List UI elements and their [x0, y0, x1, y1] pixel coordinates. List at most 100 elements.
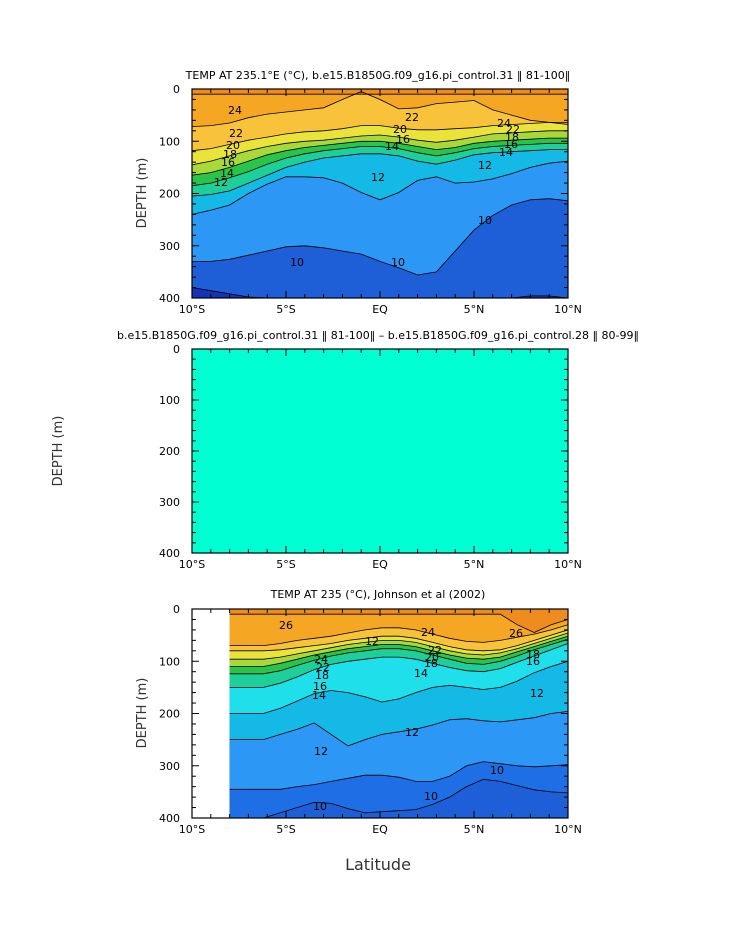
panel-2-fill: [192, 349, 568, 553]
contour-label: 10: [478, 214, 492, 227]
contour-line-16: [192, 142, 568, 187]
contour-line-18: [192, 137, 568, 176]
panel-3-contour-labels: 2624221816142422201814261816121212121010…: [279, 619, 544, 813]
y-tick-label: 0: [173, 343, 180, 356]
contour-label: 24: [228, 104, 242, 117]
panel-3-ticks: 10°S 5°S EQ 5°N 10°N 0 100 200 300 400: [159, 603, 582, 836]
contour-label: 12: [478, 159, 492, 172]
contour-label: 22: [405, 111, 419, 124]
contour-line-24: [229, 624, 568, 646]
contour-label: 22: [506, 123, 520, 136]
contour-label: 14: [499, 146, 513, 159]
x-tick-label: 5°S: [276, 558, 295, 571]
x-tick-label: EQ: [372, 823, 388, 836]
contour-label: 18: [526, 648, 540, 661]
x-tick-label: 10°S: [179, 823, 205, 836]
panel-3-xlabel: Latitude: [345, 855, 411, 874]
contour-line-18: [229, 635, 568, 667]
x-tick-label: 5°S: [276, 823, 295, 836]
contour-line-12: [229, 660, 568, 714]
y-tick-label: 100: [159, 394, 180, 407]
contour-line-20: [192, 130, 568, 166]
y-tick-label: 0: [173, 83, 180, 96]
contour-line-22: [192, 122, 568, 152]
panel-3-ylabel: DEPTH (m): [135, 678, 150, 749]
panel-1-title: TEMP AT 235.1°E (°C), b.e15.B1850G.f09_g…: [185, 69, 571, 82]
panel-2-title: b.e15.B1850G.f09_g16.pi_control.31 ‖ 81-…: [117, 329, 639, 342]
contour-line-12: [192, 160, 568, 215]
contour-line-14: [229, 643, 568, 688]
contour-label: 24: [497, 117, 511, 130]
contour-label: 14: [312, 689, 326, 702]
contour-label: 10: [391, 256, 405, 269]
contour-label: 20: [393, 123, 407, 136]
contour-line-10: [229, 761, 568, 790]
contour-band-26: [229, 609, 568, 633]
x-tick-label: EQ: [372, 303, 388, 316]
y-tick-label: 400: [159, 812, 180, 825]
panel-3: TEMP AT 235 (°C), Johnson et al (2002) 2…: [135, 588, 582, 874]
contour-label: 16: [313, 680, 327, 693]
x-tick-label: 10°N: [554, 558, 582, 571]
panel-1-ylabel: DEPTH (m): [135, 158, 150, 229]
contour-line-20: [229, 632, 568, 660]
contour-label: 24: [314, 653, 328, 666]
y-tick-label: 300: [159, 760, 180, 773]
y-tick-label: 0: [173, 603, 180, 616]
panel-1-ticks: 10°S 5°S EQ 5°N 10°N 0 100 200 300 400: [159, 83, 582, 316]
contour-label: 14: [414, 667, 428, 680]
contour-label: 12: [530, 687, 544, 700]
contour-label: 12: [365, 635, 379, 648]
y-tick-label: 200: [159, 445, 180, 458]
y-tick-label: 400: [159, 292, 180, 305]
x-tick-label: 5°N: [464, 303, 485, 316]
contour-label: 24: [421, 626, 435, 639]
y-tick-label: 400: [159, 547, 180, 560]
contour-label: 18: [315, 669, 329, 682]
panel-3-contours: [229, 609, 568, 818]
y-tick-label: 300: [159, 496, 180, 509]
contour-label: 10: [424, 790, 438, 803]
contour-line-16: [229, 638, 568, 675]
y-tick-label: 300: [159, 240, 180, 253]
panel-1-contour-labels: 2422201816141222201614122422181614121010…: [214, 104, 520, 269]
x-tick-label: 10°N: [554, 823, 582, 836]
y-tick-label: 100: [159, 655, 180, 668]
contour-label: 16: [221, 156, 235, 169]
contour-label: 22: [428, 644, 442, 657]
contour-line-10: [192, 198, 568, 276]
contour-label: 10: [490, 764, 504, 777]
contour-label: 22: [316, 661, 330, 674]
contour-label: 18: [505, 131, 519, 144]
contour-label: 12: [314, 745, 328, 758]
panel-2-ticks: 10°S 5°S EQ 5°N 10°N 0 100 200 300 400: [159, 343, 582, 571]
contour-line-22: [229, 629, 568, 652]
contour-label: 14: [385, 140, 399, 153]
contour-label: 14: [220, 167, 234, 180]
contour-label: 20: [226, 139, 240, 152]
panel-1: TEMP AT 235.1°E (°C), b.e15.B1850G.f09_g…: [135, 69, 582, 316]
panel-1-fill: [192, 89, 568, 298]
contour-label: 12: [214, 176, 228, 189]
contour-label: 16: [504, 138, 518, 151]
x-tick-label: EQ: [372, 558, 388, 571]
contour-label: 16: [396, 133, 410, 146]
contour-line-14: [192, 149, 568, 197]
contour-label: 12: [371, 171, 385, 184]
contour-label: 10: [313, 800, 327, 813]
contour-line-24: [192, 91, 568, 127]
x-tick-label: 5°N: [464, 823, 485, 836]
contour-label: 26: [509, 627, 523, 640]
x-tick-label: 5°S: [276, 303, 295, 316]
panel-3-title: TEMP AT 235 (°C), Johnson et al (2002): [270, 588, 486, 601]
contour-band-24: [192, 89, 568, 127]
contour-label: 12: [405, 726, 419, 739]
contour-line-11: [229, 711, 568, 747]
contour-label: 16: [526, 655, 540, 668]
x-tick-label: 5°N: [464, 558, 485, 571]
contour-label: 10: [290, 256, 304, 269]
contour-band-24: [229, 609, 568, 646]
contour-label: 18: [424, 657, 438, 670]
y-tick-label: 200: [159, 188, 180, 201]
